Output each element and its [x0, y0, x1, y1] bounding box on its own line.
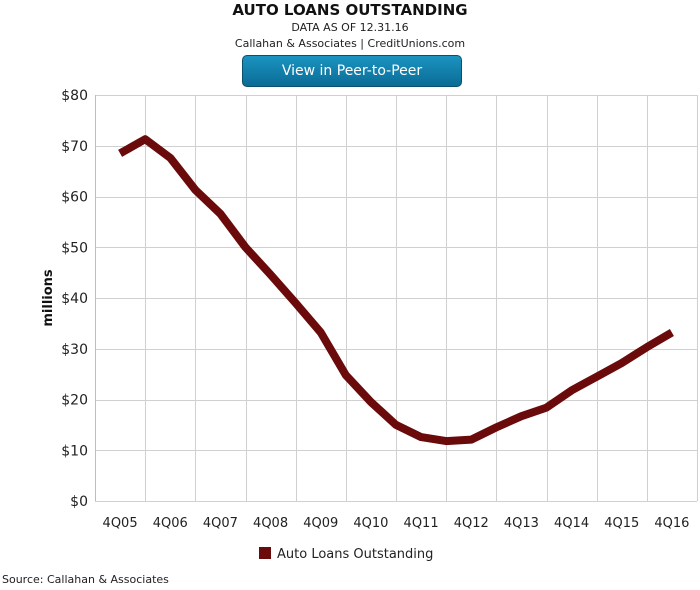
x-tick-label: 4Q14 — [554, 516, 589, 531]
chart-title: AUTO LOANS OUTSTANDING — [232, 1, 468, 19]
legend[interactable]: Auto Loans Outstanding — [259, 546, 433, 564]
y-tick-label: $40 — [61, 291, 88, 307]
credit-line: Callahan & Associates | CreditUnions.com — [234, 37, 466, 50]
x-tick-label: 4Q09 — [303, 516, 338, 531]
x-tick-label: 4Q06 — [153, 516, 188, 531]
x-tick-label: 4Q05 — [103, 516, 138, 531]
x-tick-label: 4Q15 — [604, 516, 639, 531]
x-axis-ticks: 4Q05 4Q06 4Q07 4Q08 4Q09 4Q10 4Q11 4Q12 4Q13 4Q14… — [103, 516, 690, 531]
x-tick-label: 4Q07 — [203, 516, 238, 531]
series-line-auto-loans[interactable] — [118, 135, 674, 446]
y-tick-label: $60 — [61, 190, 88, 206]
legend-swatch — [259, 547, 271, 559]
series-group — [118, 135, 674, 446]
view-in-peer-to-peer-button[interactable]: View in Peer-to-Peer — [242, 55, 462, 87]
x-tick-label: 4Q16 — [654, 516, 689, 531]
chart-grid — [95, 95, 698, 502]
y-tick-label: $50 — [61, 240, 88, 256]
y-tick-label: $10 — [61, 443, 88, 459]
data-as-of-label: DATA AS OF 12.31.16 — [291, 21, 409, 34]
y-tick-label: $70 — [61, 139, 88, 155]
x-tick-label: 4Q11 — [404, 516, 439, 531]
x-tick-label: 4Q10 — [353, 516, 388, 531]
y-axis-label: millions — [41, 269, 56, 327]
legend-label: Auto Loans Outstanding — [277, 547, 434, 562]
x-tick-label: 4Q12 — [454, 516, 489, 531]
y-tick-label: $20 — [61, 393, 88, 409]
y-axis-ticks: $0 $10 $20 $30 $40 $50 $60 $70 $80 — [61, 88, 88, 510]
x-tick-label: 4Q13 — [504, 516, 539, 531]
source-note: Source: Callahan & Associates — [2, 573, 169, 586]
y-tick-label: $0 — [70, 494, 88, 510]
x-tick-label: 4Q08 — [253, 516, 288, 531]
y-tick-label: $80 — [61, 88, 88, 104]
y-tick-label: $30 — [61, 342, 88, 358]
